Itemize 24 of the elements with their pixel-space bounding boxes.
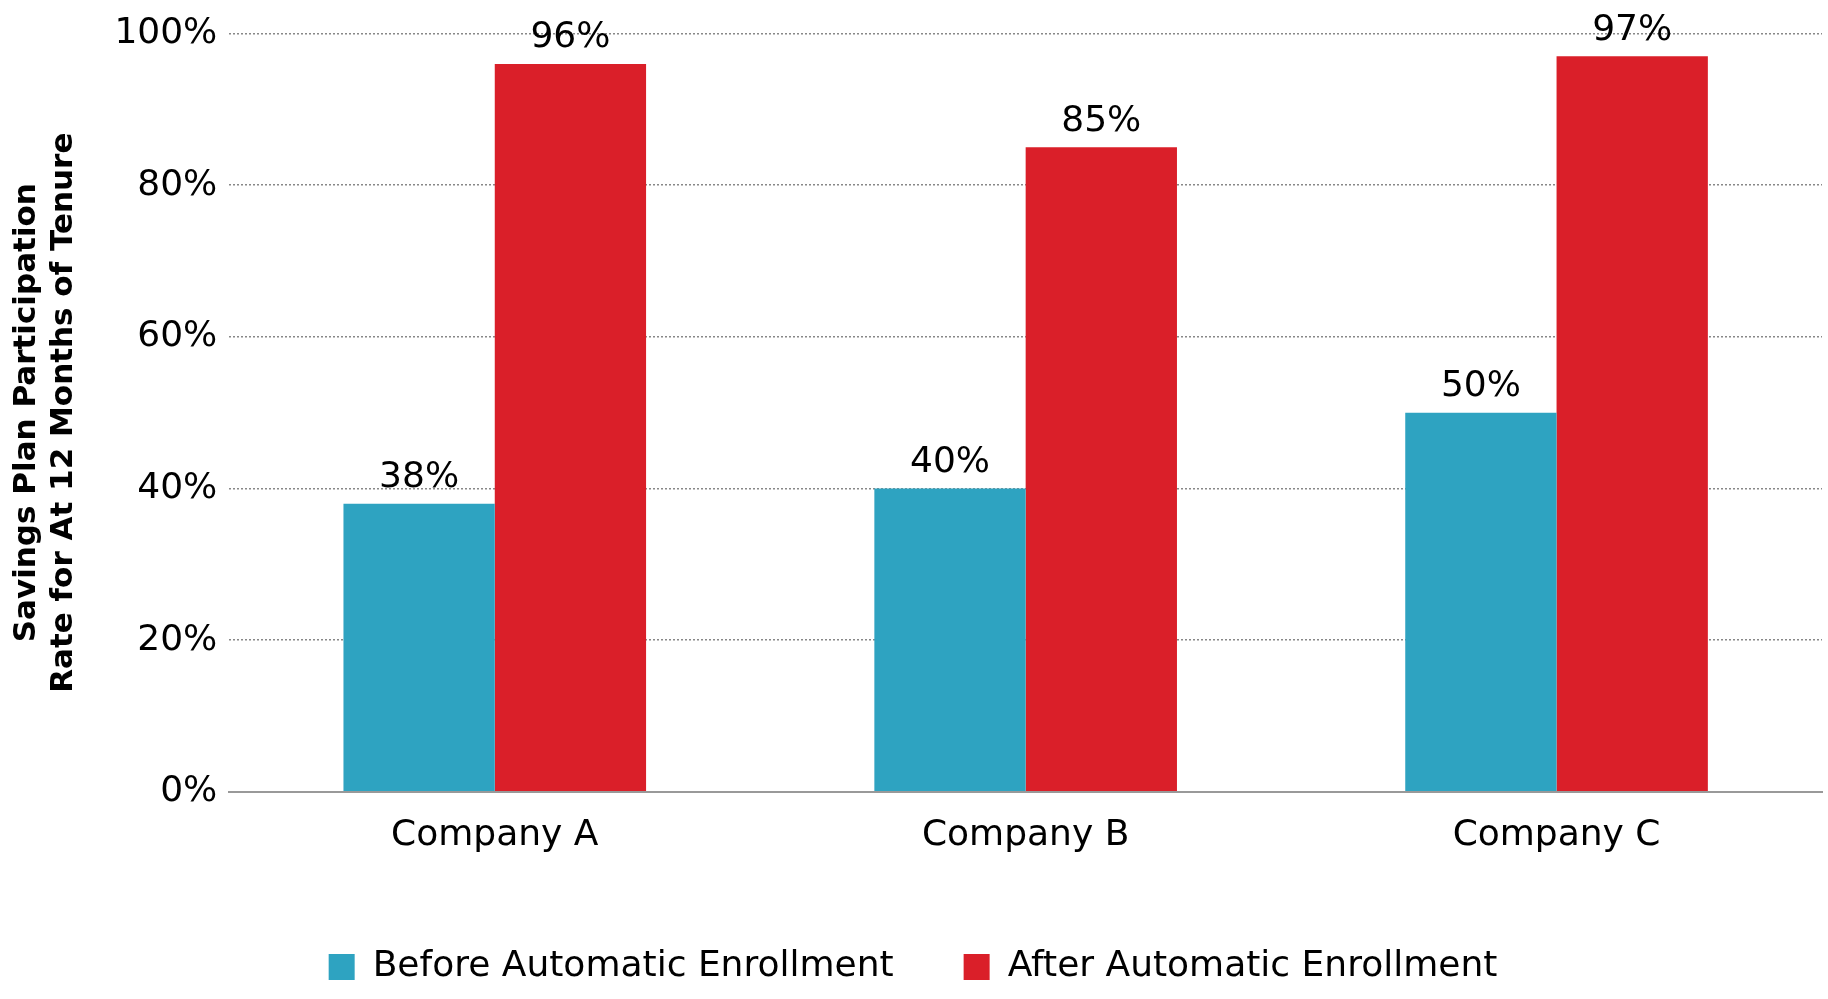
text: 97% [1592, 6, 1673, 48]
y-tick-label: 0% [160, 768, 218, 810]
y-tick-label: 60% [137, 313, 218, 355]
x-tick-label: Company C [1452, 811, 1661, 853]
bar [874, 488, 1026, 792]
bar [1556, 56, 1708, 792]
bar [343, 503, 495, 792]
y-tick-label: 80% [137, 161, 218, 203]
text: 50% [1440, 363, 1521, 405]
x-tick-label: Company A [391, 811, 599, 853]
text: 38% [379, 454, 460, 496]
text: 85% [1061, 97, 1142, 139]
text: 40% [910, 438, 991, 480]
text: 96% [530, 14, 611, 56]
legend-label: After Automatic Enrollment [1007, 943, 1498, 985]
y-tick-label: 40% [137, 464, 218, 506]
y-tick-label: 20% [137, 616, 218, 658]
bar [494, 63, 647, 792]
bar [1025, 147, 1177, 792]
legend-label: Before Automatic Enrollment [372, 943, 894, 985]
x-tick-label: Company B [921, 811, 1130, 853]
y-axis-title: Savings Plan Participation Rate for At 12 Months of Tenure [5, 132, 79, 693]
bar [1405, 412, 1557, 792]
y-tick-label: 100% [114, 9, 218, 51]
